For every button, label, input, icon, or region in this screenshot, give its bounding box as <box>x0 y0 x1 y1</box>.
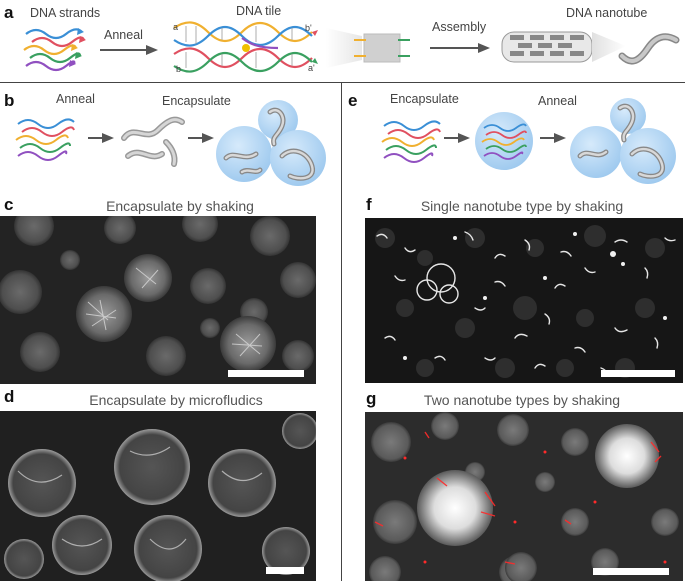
panel-label-f: f <box>366 195 372 214</box>
panel-label-g: g <box>366 389 377 408</box>
assembly-label: Assembly <box>432 20 487 34</box>
dna-tile-icon <box>173 21 318 73</box>
row-divider-top <box>0 82 685 83</box>
panel-title-c: Encapsulate by shaking <box>106 198 254 214</box>
droplet-with-strands-icon <box>475 112 533 170</box>
scale-bar-g <box>593 568 669 575</box>
dna-tile-label: DNA tile <box>236 4 282 18</box>
encapsulate-label-e: Encapsulate <box>390 92 459 106</box>
tile-end-b: b <box>176 64 182 74</box>
nanotube-icon <box>501 31 680 65</box>
dna-strands-label: DNA strands <box>30 6 101 20</box>
scale-bar-c <box>228 370 304 377</box>
panel-label-d: d <box>4 387 15 406</box>
micrograph-d <box>0 411 316 581</box>
column-divider <box>341 82 342 581</box>
dna-nanotube-label: DNA nanotube <box>566 6 648 20</box>
tile-end-a-prime: a' <box>308 63 315 73</box>
nanotubes-icon <box>121 116 185 167</box>
nanotube-micrograph-f <box>365 218 683 383</box>
droplet-micrograph-d <box>0 411 316 581</box>
scale-bar-f <box>601 370 675 377</box>
panel-title-d: Encapsulate by microfludics <box>89 392 263 408</box>
arrow-right-icon <box>540 133 566 143</box>
two-nanotube-micrograph-g <box>365 412 683 581</box>
dna-strands-icon <box>15 118 75 161</box>
panel-label-c: c <box>4 195 14 214</box>
arrow-right-icon <box>430 43 490 53</box>
panel-label-e: e <box>348 91 358 110</box>
tile-block-icon <box>326 28 410 68</box>
micrograph-g <box>365 412 683 581</box>
arrow-right-icon <box>100 45 158 55</box>
encapsulate-label-b: Encapsulate <box>162 94 231 108</box>
dna-strands-icon <box>23 28 86 72</box>
tile-end-a: a <box>173 22 179 32</box>
arrow-right-icon <box>188 133 214 143</box>
droplet-micrograph-c <box>0 216 316 384</box>
anneal-label-e: Anneal <box>538 94 577 108</box>
panel-title-f: Single nanotube type by shaking <box>420 198 624 214</box>
droplets-with-nanotubes-icon <box>570 98 676 184</box>
panel-label-b: b <box>4 91 15 110</box>
anneal-label-a: Anneal <box>104 28 143 42</box>
micrograph-f <box>365 218 683 383</box>
arrow-right-icon <box>444 133 470 143</box>
panel-label-a: a <box>4 3 14 22</box>
micrograph-c <box>0 216 316 384</box>
tile-end-b-prime: b' <box>305 23 312 33</box>
scale-bar-d <box>266 567 304 574</box>
anneal-label-b: Anneal <box>56 92 95 106</box>
arrow-right-icon <box>88 133 114 143</box>
droplets-with-nanotubes-icon <box>216 100 326 186</box>
panel-title-g: Two nanotube types by shaking <box>423 392 621 408</box>
dna-strands-icon <box>381 120 441 163</box>
